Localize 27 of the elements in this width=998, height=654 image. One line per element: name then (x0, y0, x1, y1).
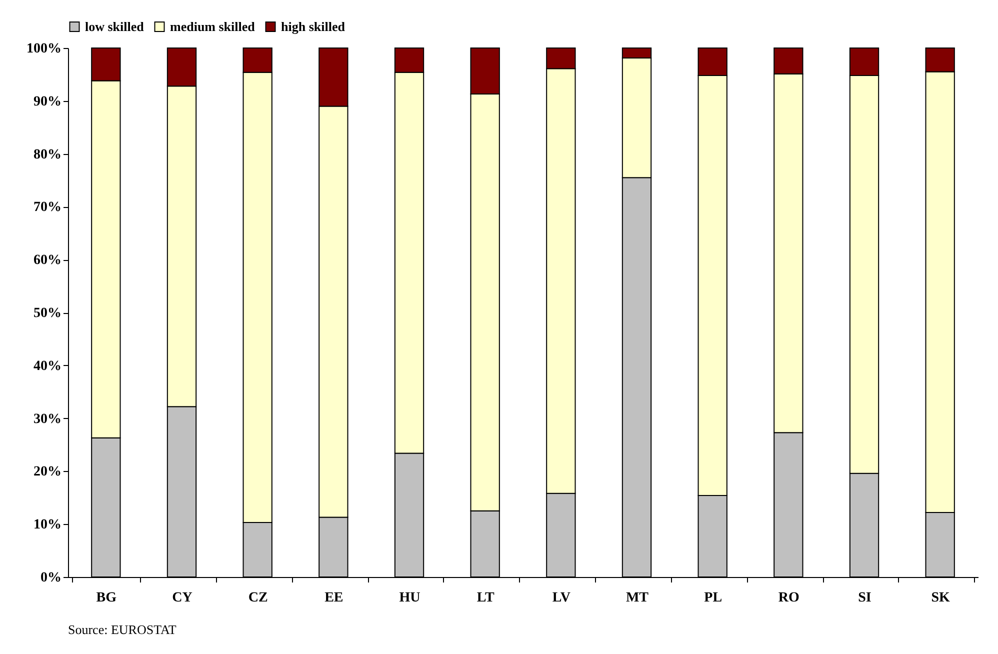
x-tick-label: BG (96, 590, 117, 606)
y-tick-label: 10% (34, 518, 62, 533)
x-tick-label: SK (931, 590, 950, 606)
x-tick-label: RO (778, 590, 800, 606)
y-tick-label: 70% (34, 200, 62, 216)
y-tick-label: 40% (34, 358, 62, 374)
legend-label: low skilled (85, 18, 145, 34)
y-tick-label: 30% (34, 412, 62, 427)
legend-label: high skilled (281, 18, 346, 34)
source-note: Source: EUROSTAT (68, 622, 176, 638)
x-tick-label: CZ (248, 590, 268, 606)
legend-label: medium skilled (170, 18, 256, 34)
x-tick-label: LT (476, 590, 495, 606)
y-tick-label: 60% (34, 253, 62, 268)
y-tick-label: 20% (34, 464, 62, 480)
y-tick-label: 0% (40, 570, 62, 586)
y-tick-label: 80% (34, 147, 62, 162)
x-tick-label: MT (626, 590, 650, 606)
y-tick-label: 50% (34, 306, 62, 321)
x-tick-label: LV (552, 590, 571, 606)
y-tick-label: 90% (34, 94, 62, 110)
x-tick-label: CY (172, 590, 192, 606)
x-tick-label: SI (858, 590, 872, 606)
x-tick-label: PL (704, 590, 722, 606)
y-tick-label: 100% (26, 42, 62, 56)
x-tick-label: EE (324, 590, 344, 606)
x-tick-label: HU (399, 590, 420, 606)
